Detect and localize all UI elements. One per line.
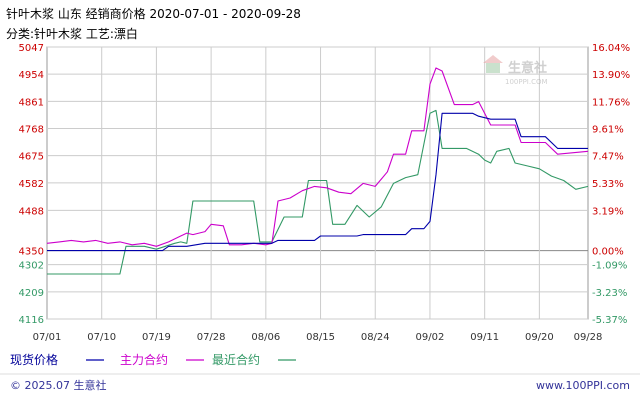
x-tick-label: 07/10 [87, 332, 116, 343]
left-tick-label: 5047 [19, 43, 44, 54]
footer-site: www.100PPI.com [536, 379, 630, 392]
right-tick-label: 5.33% [592, 179, 624, 190]
left-tick-label: 4302 [19, 261, 44, 272]
watermark-url: 100PPI.COM [505, 78, 548, 86]
right-tick-label: 9.61% [592, 125, 624, 136]
right-tick-label: -3.23% [592, 288, 627, 299]
right-tick-label: -1.09% [592, 261, 627, 272]
right-axis: 16.04% 13.90% 11.76% 9.61% 7.47% 5.33% 3.19% 0.… [592, 43, 630, 326]
watermark: 生意社 100PPI.COM [483, 55, 548, 86]
x-tick-label: 07/01 [33, 332, 62, 343]
x-tick-label: 07/28 [197, 332, 226, 343]
right-tick-label: 0.00% [592, 247, 624, 258]
grid [47, 46, 588, 320]
x-tick-label: 08/15 [306, 332, 335, 343]
right-tick-label: 3.19% [592, 206, 624, 217]
left-tick-label: 4116 [19, 315, 44, 326]
left-tick-label: 4954 [19, 70, 44, 81]
x-tick-label: 09/28 [574, 332, 603, 343]
left-tick-label: 4582 [19, 179, 44, 190]
x-tick-label: 08/24 [361, 332, 390, 343]
house-logo-body [486, 63, 500, 73]
right-tick-label: -5.37% [592, 315, 627, 326]
x-axis: 07/01 07/10 07/19 07/28 08/06 08/15 08/24 09/02… [33, 332, 603, 343]
series-layer [46, 67, 589, 275]
chart-title: 针叶木浆 山东 经销商价格 2020-07-01 - 2020-09-28 [6, 6, 301, 21]
left-tick-label: 4768 [19, 125, 44, 136]
x-tick-label: 09/02 [416, 332, 445, 343]
x-tick-label: 09/11 [470, 332, 499, 343]
left-tick-label: 4209 [19, 288, 44, 299]
x-tick-label: 08/06 [251, 332, 280, 343]
series-line-0 [47, 112, 588, 252]
right-tick-label: 16.04% [592, 43, 630, 54]
left-tick-label: 4488 [19, 206, 44, 217]
x-tick-label: 09/20 [525, 332, 554, 343]
left-tick-label: 4861 [19, 97, 44, 108]
legend-label-main: 主力合约 [120, 352, 168, 367]
series-line-1 [46, 67, 589, 247]
left-axis: 5047 4954 4861 4768 4675 4582 4488 4350 4302 4209… [19, 43, 44, 326]
series-line-2 [47, 109, 589, 275]
left-tick-label: 4675 [19, 152, 44, 163]
x-tick-label: 07/19 [142, 332, 171, 343]
footer-copyright: © 2025.07 生意社 [10, 378, 106, 392]
legend-label-near: 最近合约 [212, 352, 260, 367]
legend: 现货价格 主力合约 最近合约 [10, 352, 296, 367]
right-tick-label: 7.47% [592, 152, 624, 163]
left-tick-label: 4350 [19, 247, 44, 258]
right-tick-label: 13.90% [592, 70, 630, 81]
legend-label-spot: 现货价格 [10, 352, 58, 367]
house-logo-icon [483, 55, 503, 63]
chart-subtitle: 分类:针叶木浆 工艺:漂白 [6, 26, 138, 41]
watermark-brand: 生意社 [508, 60, 547, 76]
right-tick-label: 11.76% [592, 97, 630, 108]
